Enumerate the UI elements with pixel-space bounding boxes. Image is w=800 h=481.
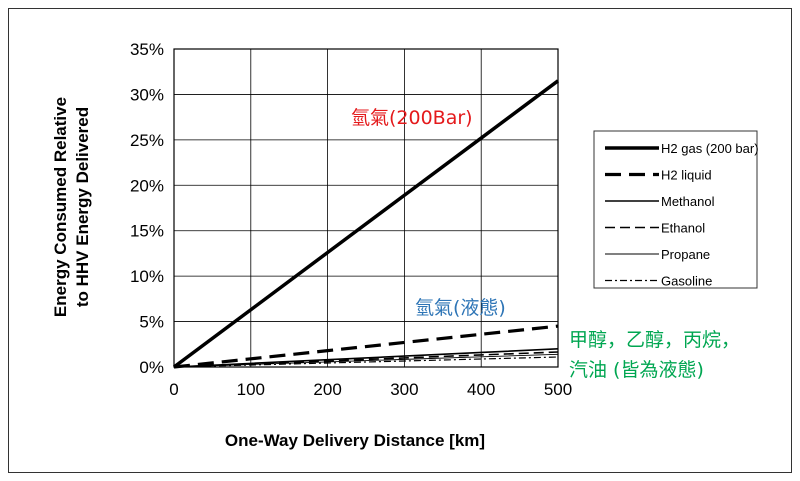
x-tick-labels: 0 100 200 300 400 500	[169, 380, 572, 399]
x-tick-label: 300	[390, 380, 418, 399]
x-tick-label: 200	[313, 380, 341, 399]
series-line-0	[172, 79, 560, 369]
legend-label-4: Propane	[661, 247, 710, 262]
y-axis-title-line-2: to HHV Energy Delivered	[73, 107, 92, 307]
y-tick-label: 20%	[130, 176, 164, 195]
y-tick-label: 5%	[139, 313, 164, 332]
y-tick-label: 0%	[139, 358, 164, 377]
y-tick-label: 10%	[130, 267, 164, 286]
x-tick-label: 400	[467, 380, 495, 399]
annotation-h2-liquid: 氫氣(液態)	[415, 297, 506, 319]
annotation-other-fuels-line-2: 汽油 (皆為液態)	[569, 359, 704, 381]
legend-label-0: H2 gas (200 bar)	[661, 141, 759, 156]
annotation-h2-gas: 氫氣(200Bar)	[351, 107, 473, 129]
y-tick-label: 25%	[130, 131, 164, 150]
y-tick-label: 15%	[130, 222, 164, 241]
legend: H2 gas (200 bar) H2 liquid Methanol Ethanol…	[593, 130, 759, 289]
legend-label-3: Ethanol	[661, 221, 705, 236]
x-tick-label: 100	[237, 380, 265, 399]
x-tick-label: 0	[169, 380, 178, 399]
line-chart: 0%5%10%15%20%25%30%35% 0 100 200 300 400 500 …	[51, 40, 759, 450]
chart-frame: 0% 5% 10% 15% 20% 25% 30% 35% 0 100 200 300 400 500 …	[8, 8, 792, 473]
legend-box	[593, 130, 758, 289]
series-line-1	[173, 324, 559, 369]
y-tick-labels: 0% 5% 10% 15% 20% 25% 30% 35%	[130, 40, 164, 377]
y-axis-title-line-1: Energy Consumed Relative	[51, 97, 70, 317]
grid	[173, 48, 559, 368]
legend-label-5: Gasoline	[661, 274, 712, 289]
x-axis-title: One-Way Delivery Distance [km]	[225, 431, 485, 450]
series-lines	[172, 79, 560, 369]
legend-label-1: H2 liquid	[661, 168, 712, 183]
series-line-5	[173, 356, 559, 368]
legend-label-2: Methanol	[661, 194, 715, 209]
x-tick-label: 500	[544, 380, 572, 399]
y-tick-label: 35%	[130, 40, 164, 59]
annotation-other-fuels-line-1: 甲醇，乙醇，丙烷，	[569, 329, 740, 351]
y-tick-label: 30%	[130, 85, 164, 104]
y-axis-title: Energy Consumed Relative to HHV Energy D…	[51, 97, 92, 317]
plot-area	[173, 48, 559, 368]
